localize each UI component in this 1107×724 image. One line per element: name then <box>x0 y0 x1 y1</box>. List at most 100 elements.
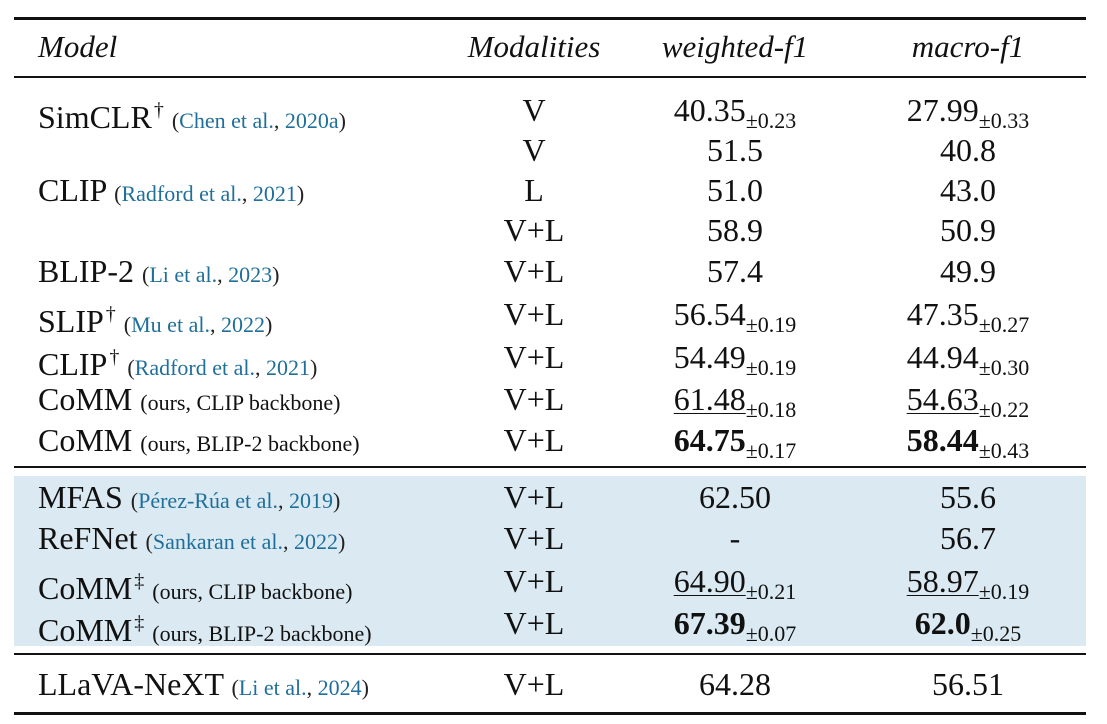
weighted-f1-cell: 51.0 <box>707 172 763 208</box>
weighted-f1-cell: 57.4 <box>707 253 763 289</box>
citation[interactable]: (Pérez-Rúa et al., 2019) <box>130 488 341 513</box>
weighted-f1-cell: 58.9 <box>707 212 763 248</box>
table-row: CLIP (Radford et al., 2021) L 51.0 43.0 <box>0 170 1107 210</box>
top-rule <box>14 17 1086 20</box>
model-name: BLIP-2 <box>38 253 134 289</box>
table-row: ReFNet (Sankaran et al., 2022) V+L - 56.… <box>0 518 1107 558</box>
table-row: BLIP-2 (Li et al., 2023) V+L 57.4 49.9 <box>0 251 1107 291</box>
modalities-cell: V+L <box>503 296 565 332</box>
model-cell: CLIP (Radford et al., 2021) <box>38 170 304 210</box>
table-row: SimCLR † (Chen et al., 2020a) V 40.35±0.2… <box>0 90 1107 135</box>
macro-f1-cell: 62.0±0.25 <box>914 605 1022 646</box>
weighted-f1-cell: 40.35±0.23 <box>673 92 797 133</box>
header-rule <box>14 76 1086 78</box>
model-mark: ‡ <box>134 612 145 634</box>
model-name: CoMM <box>38 570 133 606</box>
macro-f1-cell: 56.51 <box>932 666 1004 702</box>
model-name: CLIP <box>38 346 108 382</box>
weighted-f1-cell: 64.90±0.21 <box>673 563 797 604</box>
weighted-f1-cell: 51.5 <box>707 132 763 168</box>
table-row: V+L 58.9 50.9 <box>0 210 1107 250</box>
model-note: (ours, CLIP backbone) <box>152 579 353 604</box>
modalities-cell: V+L <box>503 253 565 289</box>
model-mark: † <box>105 303 116 325</box>
modalities-cell: V+L <box>503 605 565 641</box>
model-name: SimCLR <box>38 99 152 135</box>
citation[interactable]: (Radford et al., 2021) <box>127 355 318 380</box>
macro-f1-cell: 40.8 <box>940 132 996 168</box>
model-cell: SimCLR † (Chen et al., 2020a) <box>38 90 346 135</box>
model-name: CoMM <box>38 381 133 417</box>
model-note: (ours, CLIP backbone) <box>140 390 341 415</box>
modalities-cell: V+L <box>503 422 565 458</box>
modalities-cell: V <box>522 132 546 168</box>
modalities-cell: V+L <box>503 520 565 556</box>
weighted-f1-cell: 56.54±0.19 <box>673 296 797 337</box>
model-cell: CoMM (ours, CLIP backbone) <box>38 379 340 419</box>
citation[interactable]: (Li et al., 2023) <box>142 262 280 287</box>
weighted-f1-cell: - <box>729 520 741 556</box>
weighted-f1-cell: 61.48±0.18 <box>673 381 797 422</box>
macro-f1-cell: 49.9 <box>940 253 996 289</box>
weighted-f1-cell: 64.75±0.17 <box>673 422 797 463</box>
model-cell: ReFNet (Sankaran et al., 2022) <box>38 518 345 558</box>
model-name: LLaVA-NeXT <box>38 666 224 702</box>
macro-f1-cell: 56.7 <box>940 520 996 556</box>
model-mark: † <box>109 346 120 368</box>
macro-f1-cell: 50.9 <box>940 212 996 248</box>
weighted-f1-cell: 64.28 <box>699 666 771 702</box>
citation[interactable]: (Sankaran et al., 2022) <box>145 529 346 554</box>
macro-f1-cell: 27.99±0.33 <box>906 92 1030 133</box>
macro-f1-cell: 43.0 <box>940 172 996 208</box>
model-cell: CLIP † (Radford et al., 2021) <box>38 337 318 382</box>
model-cell: SLIP † (Mu et al., 2022) <box>38 294 273 339</box>
header-row: Model Modalities weighted-f1 macro-f1 <box>0 27 1107 67</box>
model-cell: CoMM (ours, BLIP-2 backbone) <box>38 420 360 460</box>
modalities-cell: V+L <box>503 339 565 375</box>
citation[interactable]: (Radford et al., 2021) <box>114 181 305 206</box>
macro-f1-cell: 58.44±0.43 <box>906 422 1030 463</box>
table-row: CLIP † (Radford et al., 2021) V+L 54.49±0… <box>0 337 1107 382</box>
model-mark: † <box>153 99 164 121</box>
weighted-f1-cell: 67.39±0.07 <box>673 605 797 646</box>
header-weighted-f1: weighted-f1 <box>661 29 809 64</box>
table-row: CoMM ‡ (ours, CLIP backbone) V+L 64.90±0.… <box>0 561 1107 606</box>
model-cell: CoMM ‡ (ours, CLIP backbone) <box>38 561 353 606</box>
weighted-f1-cell: 54.49±0.19 <box>673 339 797 380</box>
model-note: (ours, BLIP-2 backbone) <box>140 431 360 456</box>
macro-f1-cell: 55.6 <box>940 479 996 515</box>
modalities-cell: V+L <box>503 479 565 515</box>
table-row: V 51.5 40.8 <box>0 130 1107 170</box>
table-row: MFAS (Pérez-Rúa et al., 2019) V+L 62.50 … <box>0 477 1107 517</box>
model-cell: MFAS (Pérez-Rúa et al., 2019) <box>38 477 340 517</box>
weighted-f1-cell: 62.50 <box>699 479 771 515</box>
model-cell: LLaVA-NeXT (Li et al., 2024) <box>38 664 369 704</box>
modalities-cell: V+L <box>503 212 565 248</box>
table-row: SLIP † (Mu et al., 2022) V+L 56.54±0.19 4… <box>0 294 1107 339</box>
model-name: CoMM <box>38 422 133 458</box>
model-name: CoMM <box>38 612 133 648</box>
macro-f1-cell: 58.97±0.19 <box>906 563 1030 604</box>
model-mark: ‡ <box>134 570 145 592</box>
model-name: SLIP <box>38 303 104 339</box>
modalities-cell: V+L <box>503 666 565 702</box>
macro-f1-cell: 47.35±0.27 <box>906 296 1030 337</box>
table-row: CoMM ‡ (ours, BLIP-2 backbone) V+L 67.39±… <box>0 603 1107 648</box>
modalities-cell: V <box>522 92 546 128</box>
header-macro-f1: macro-f1 <box>911 29 1025 64</box>
table-row: CoMM (ours, BLIP-2 backbone) V+L 64.75±0… <box>0 420 1107 463</box>
bottom-rule <box>14 712 1086 715</box>
section-rule <box>14 466 1086 468</box>
model-cell: BLIP-2 (Li et al., 2023) <box>38 251 279 291</box>
macro-f1-cell: 44.94±0.30 <box>906 339 1030 380</box>
citation[interactable]: (Li et al., 2024) <box>231 675 369 700</box>
header-model: Model <box>38 29 118 64</box>
model-cell: CoMM ‡ (ours, BLIP-2 backbone) <box>38 603 372 648</box>
modalities-cell: V+L <box>503 563 565 599</box>
citation[interactable]: (Chen et al., 2020a) <box>171 108 346 133</box>
model-name: CLIP <box>38 172 107 208</box>
citation[interactable]: (Mu et al., 2022) <box>123 312 273 337</box>
modalities-cell: V+L <box>503 381 565 417</box>
section-rule <box>14 653 1086 655</box>
modalities-cell: L <box>524 172 544 208</box>
